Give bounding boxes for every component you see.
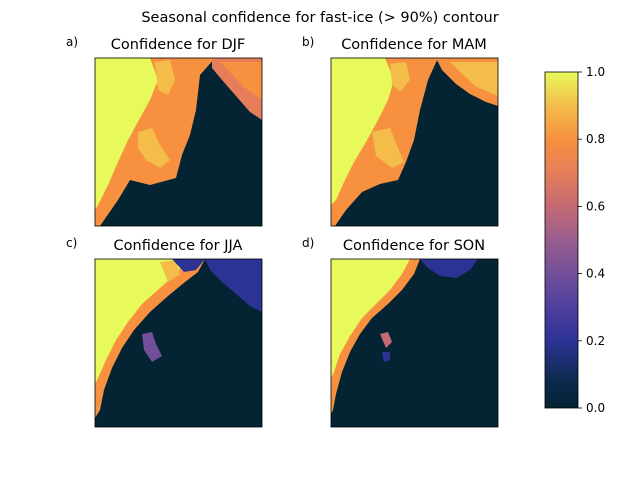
axes-frame-son	[330, 258, 499, 428]
colorbar-tick-label: 0.6	[586, 199, 605, 213]
colorbar-tick-label: 0.2	[586, 334, 605, 348]
heatmap-jja	[95, 259, 262, 427]
colorbar: 0.0 0.2 0.4 0.6 0.8 1.0	[544, 65, 605, 415]
panel-title-djf: Confidence for DJF	[111, 37, 245, 53]
axes-frame-djf	[94, 57, 263, 227]
panel-title-mam: Confidence for MAM	[341, 37, 487, 53]
colorbar-tick-label: 0.8	[586, 132, 605, 146]
panel-label-d: d)	[302, 236, 314, 250]
axes-frame-jja	[94, 258, 263, 428]
colorbar-gradient	[545, 72, 578, 408]
colorbar-tick-label: 0.0	[586, 401, 605, 415]
panel-son: d) Confidence for SON	[302, 236, 499, 428]
panel-label-b: b)	[302, 35, 314, 49]
axes-frame-mam	[330, 57, 499, 227]
panel-label-a: a)	[66, 35, 78, 49]
panel-jja: c) Confidence for JJA	[66, 236, 263, 428]
heatmap-son	[331, 259, 498, 427]
heatmap-mam	[331, 58, 498, 226]
panel-mam: b) Confidence for MAM	[302, 35, 499, 227]
colorbar-tick-label: 1.0	[586, 65, 605, 79]
panel-djf: a) Confidence for DJF	[66, 35, 263, 227]
colorbar-frame	[544, 71, 579, 409]
panel-title-son: Confidence for SON	[343, 238, 485, 254]
figure-title: Seasonal confidence for fast-ice (> 90%)…	[141, 10, 498, 26]
colorbar-ticks: 0.0 0.2 0.4 0.6 0.8 1.0	[578, 65, 605, 415]
panel-label-c: c)	[66, 236, 77, 250]
heatmap-djf	[95, 58, 262, 226]
colorbar-tick-label: 0.4	[586, 267, 605, 281]
panel-title-jja: Confidence for JJA	[114, 238, 243, 254]
